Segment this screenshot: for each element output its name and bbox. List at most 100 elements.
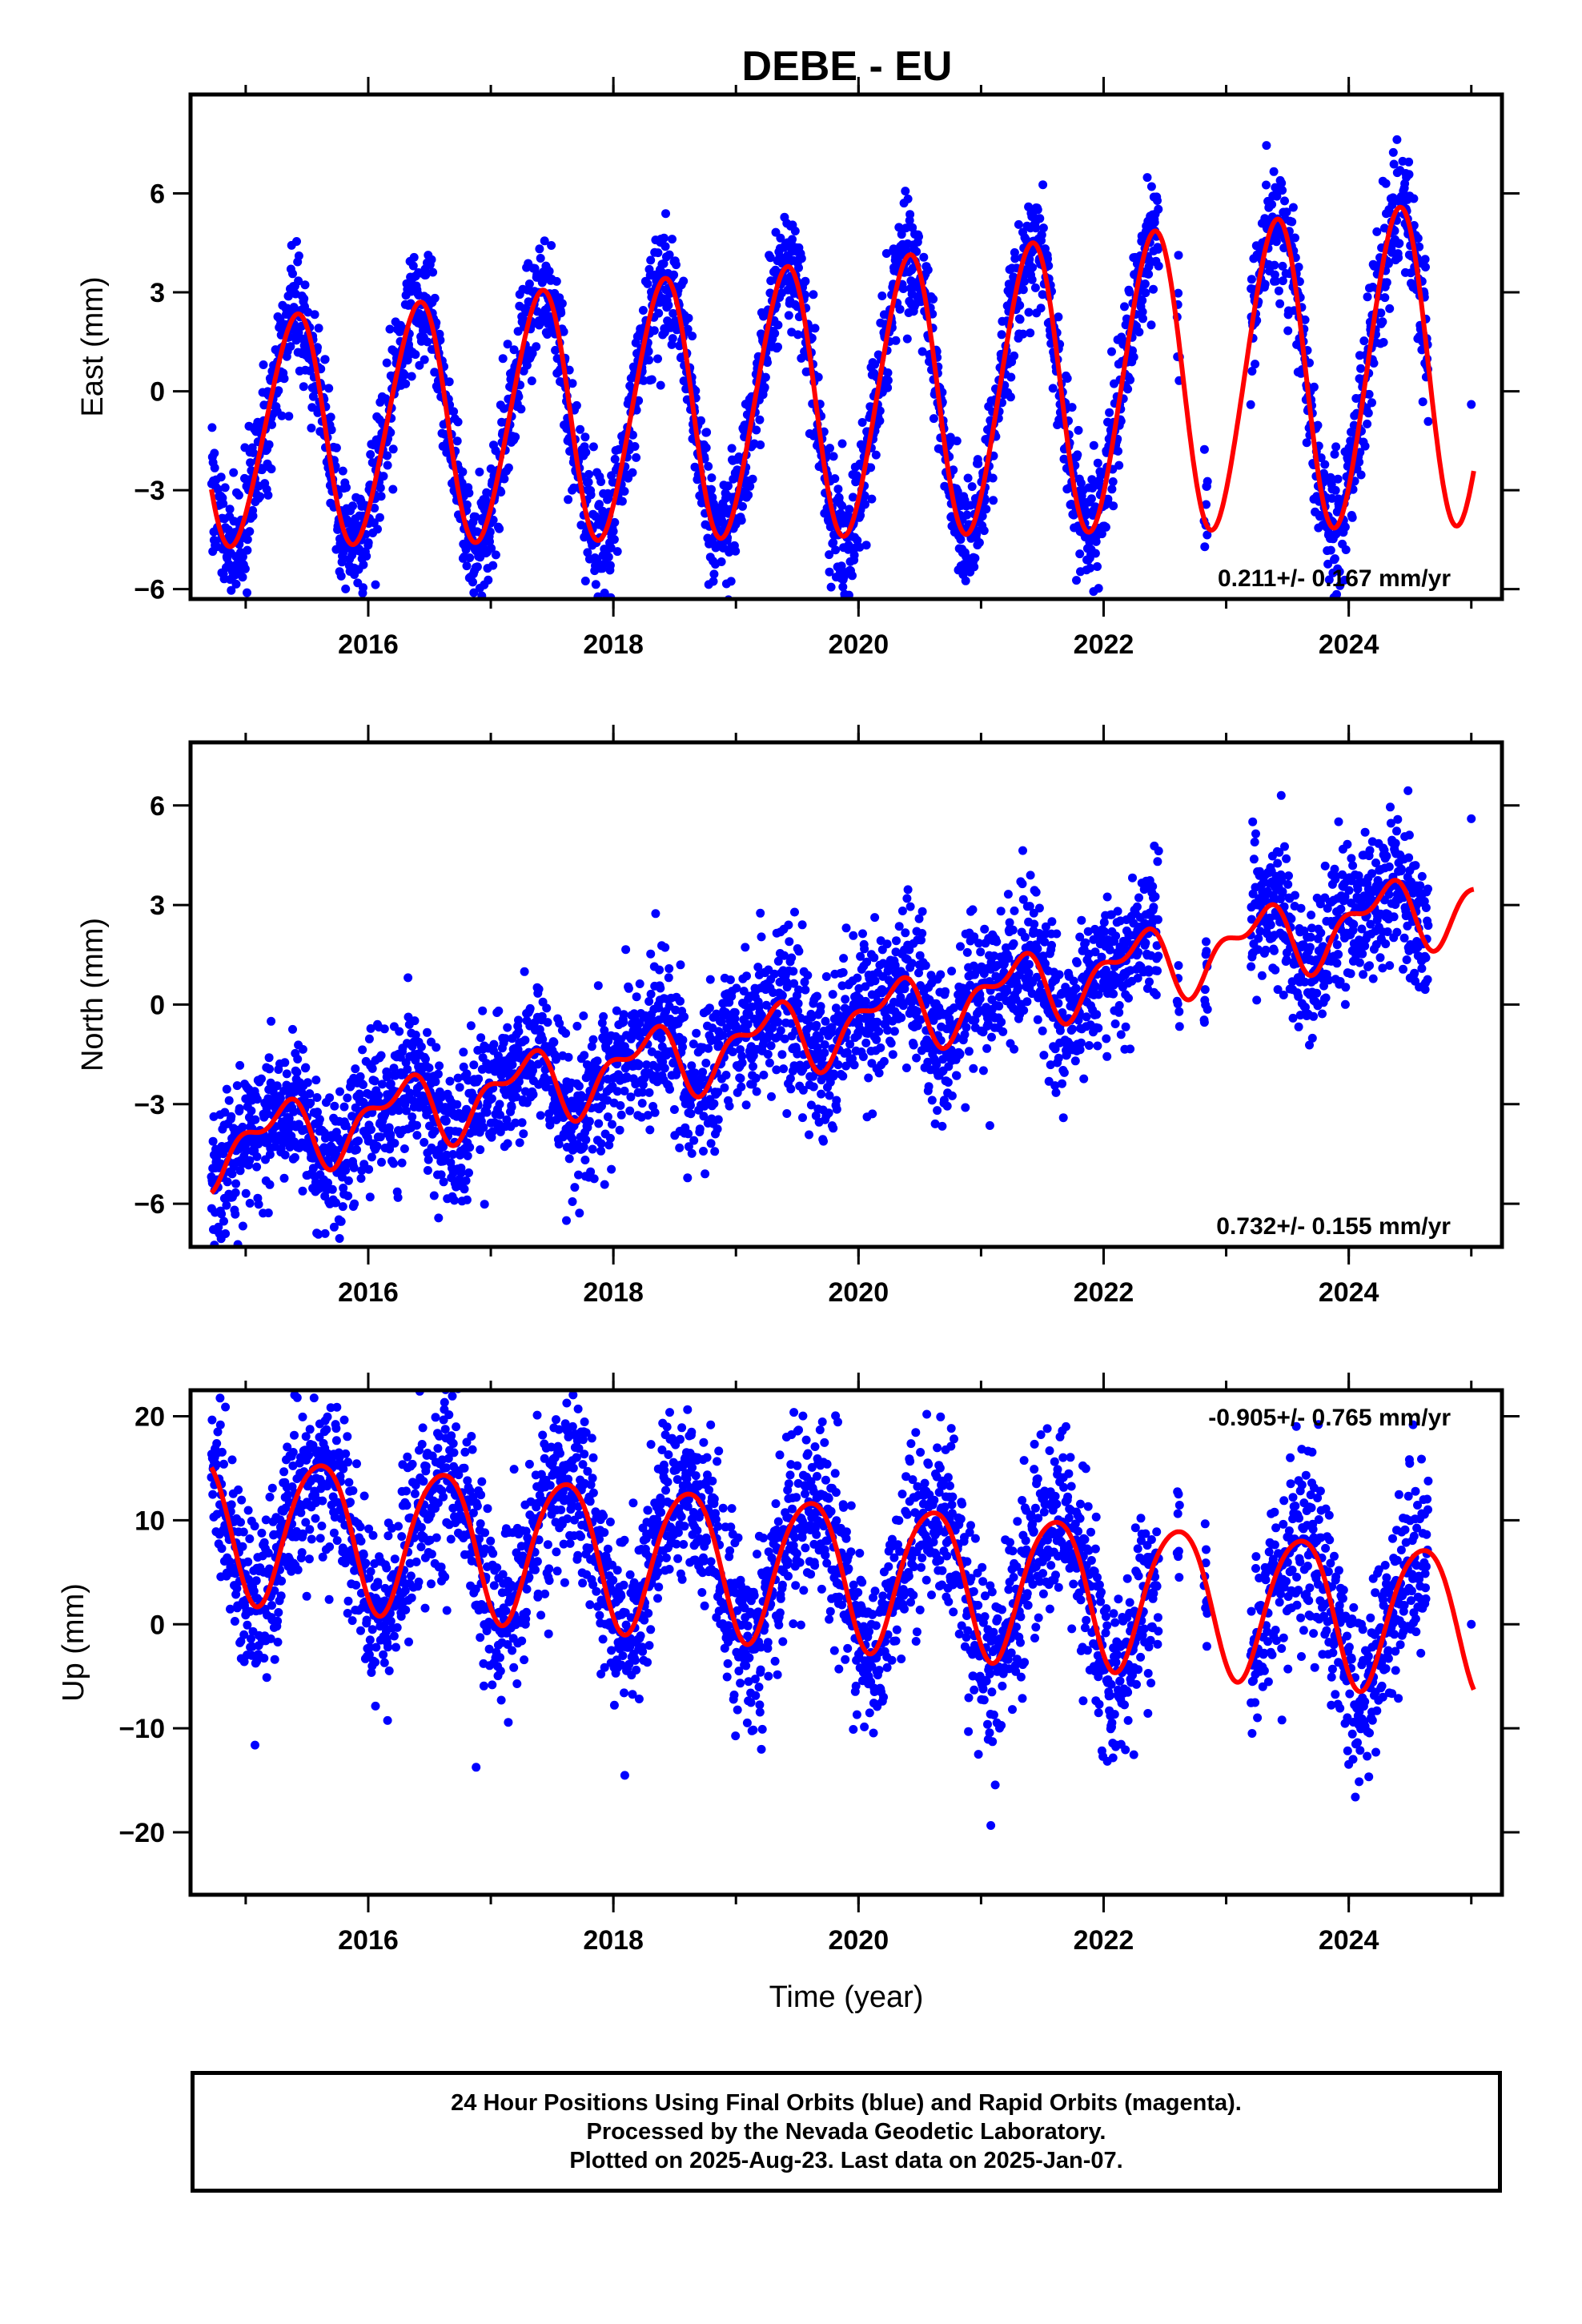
data-point — [350, 1199, 359, 1208]
data-point — [286, 342, 295, 352]
data-point — [825, 550, 834, 560]
data-point — [639, 376, 648, 385]
data-point — [713, 1115, 723, 1124]
data-point — [1316, 453, 1326, 463]
data-point — [465, 553, 475, 562]
data-point — [653, 354, 662, 364]
data-point — [559, 327, 568, 336]
data-point — [595, 500, 604, 509]
data-point — [748, 474, 757, 484]
data-point — [632, 452, 641, 462]
data-point — [752, 425, 761, 435]
data-point — [1389, 159, 1399, 169]
data-point — [263, 1208, 273, 1218]
data-point — [252, 1152, 262, 1161]
data-point — [457, 478, 467, 488]
data-point — [1395, 239, 1404, 248]
data-point — [967, 482, 977, 492]
y-tick-label: 0 — [150, 377, 165, 408]
data-point — [359, 583, 367, 593]
data-point — [395, 1027, 404, 1036]
velocity-annotation: 0.211+/- 0.167 mm/yr — [1218, 565, 1451, 592]
data-point — [646, 949, 656, 959]
data-point — [588, 442, 598, 452]
data-point — [810, 324, 820, 333]
data-point — [686, 1100, 695, 1110]
data-point — [905, 210, 915, 219]
data-point — [684, 313, 693, 323]
data-point — [227, 1169, 237, 1179]
data-point — [1015, 300, 1025, 310]
data-point — [773, 320, 783, 330]
data-point — [1134, 328, 1144, 337]
data-point — [1340, 522, 1350, 532]
data-point — [1120, 302, 1129, 312]
data-point — [656, 1034, 666, 1043]
data-point — [683, 1173, 693, 1183]
data-point — [371, 580, 380, 589]
data-point — [284, 412, 294, 421]
data-point — [282, 1069, 291, 1079]
data-point — [683, 324, 693, 334]
data-point — [430, 368, 440, 377]
data-point — [786, 1084, 796, 1094]
data-point — [961, 576, 970, 585]
data-point — [375, 483, 385, 493]
data-point — [596, 477, 606, 486]
data-point — [953, 487, 962, 497]
data-point — [684, 1129, 693, 1139]
data-point — [373, 525, 382, 534]
data-point — [695, 1124, 705, 1134]
data-point — [208, 1136, 218, 1146]
y-axis-label: East (mm) — [76, 276, 110, 416]
data-point — [1101, 522, 1110, 532]
data-point — [288, 1024, 297, 1034]
data-point — [628, 468, 637, 477]
data-point — [1332, 589, 1341, 599]
data-point — [461, 1176, 471, 1185]
data-point — [628, 430, 637, 440]
data-point — [1360, 441, 1370, 451]
data-point — [784, 920, 793, 930]
data-point — [763, 1050, 773, 1059]
data-point — [343, 1191, 353, 1200]
data-point — [1089, 440, 1098, 450]
data-point — [464, 489, 474, 498]
data-point — [330, 1252, 339, 1261]
data-point — [720, 1083, 729, 1092]
data-point — [619, 1010, 628, 1019]
data-point — [265, 1064, 274, 1074]
data-point — [464, 1168, 473, 1177]
data-point — [1028, 263, 1038, 272]
data-point — [849, 550, 859, 560]
data-point — [679, 276, 689, 286]
data-point — [1271, 237, 1281, 247]
data-point — [372, 1141, 382, 1151]
data-point — [1270, 260, 1279, 270]
data-point — [272, 1081, 282, 1091]
data-point — [547, 241, 556, 250]
data-point — [605, 1133, 615, 1143]
data-point — [1138, 307, 1147, 316]
data-point — [617, 497, 627, 506]
data-point — [1355, 457, 1364, 467]
data-point — [444, 377, 454, 387]
data-point — [220, 1108, 230, 1117]
data-point — [572, 400, 581, 410]
final-orbit-points — [207, 135, 1476, 599]
data-point — [283, 292, 293, 301]
data-point — [1146, 320, 1156, 330]
data-point — [1097, 529, 1106, 539]
data-point — [1267, 199, 1277, 209]
data-point — [367, 1063, 377, 1073]
data-point — [785, 937, 794, 947]
data-point — [825, 444, 834, 453]
data-point — [825, 567, 834, 577]
data-point — [314, 324, 323, 333]
data-point — [557, 299, 567, 308]
data-point — [1418, 397, 1427, 407]
data-point — [1372, 227, 1382, 236]
data-point — [484, 575, 493, 585]
data-point — [832, 1104, 841, 1114]
